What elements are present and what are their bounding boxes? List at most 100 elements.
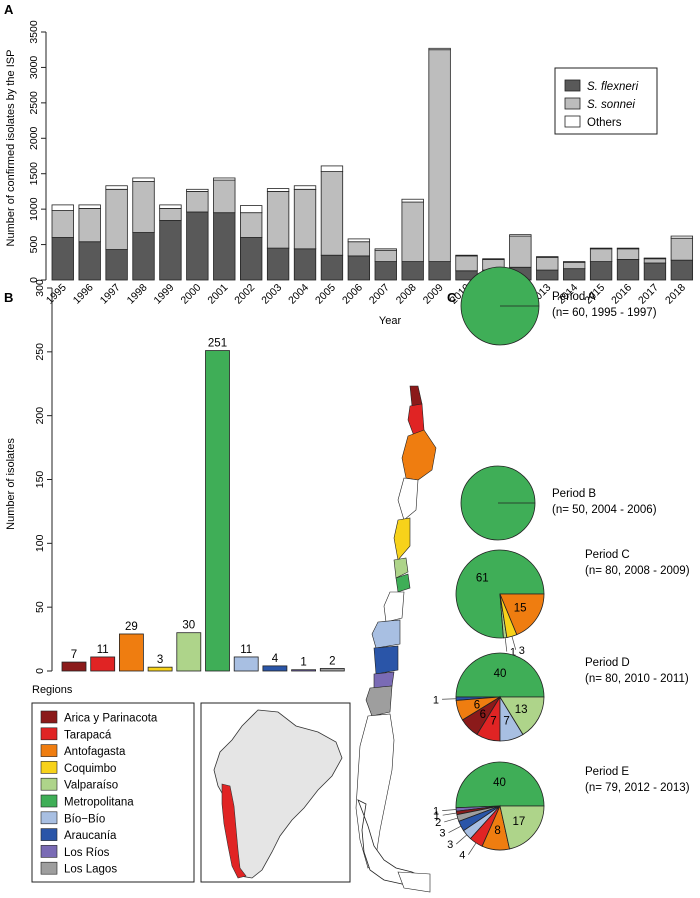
bar-s-sonnei-1997 (105, 188, 128, 250)
bar-others-2011 (482, 258, 505, 260)
bar-arica-y-parinacota (61, 661, 87, 672)
legend-label-tarapaca: Tarapacá (64, 729, 112, 741)
bar-value-bio-bio: 11 (240, 644, 252, 656)
panel-a-xtick-1995: 1995 (44, 282, 69, 307)
region-araucania (373, 645, 399, 675)
regions-title: Regions (32, 684, 73, 696)
panel-b-ylabel: Number of isolates (5, 438, 17, 530)
pie-subtitle-period-e: (n= 79, 2012 - 2013) (585, 782, 690, 794)
bar-others-2015 (589, 247, 613, 250)
panel-a-xtick-2006: 2006 (340, 282, 365, 307)
panel-label-b: B (4, 290, 13, 305)
panel-a-xtick-2009: 2009 (421, 282, 446, 307)
pie-period-d-slice-metropolitana (455, 652, 545, 698)
bar-s-flexneri-2000 (186, 211, 209, 281)
bar-s-flexneri-2002 (240, 237, 263, 281)
bar-los-rios (291, 669, 317, 672)
bar-s-flexneri-1998 (132, 232, 155, 281)
pie-period-e-slice-valparaiso-label: 17 (512, 816, 525, 828)
panel-a-xtick-2016: 2016 (609, 282, 634, 307)
pie-period-d-slice-valparaiso (499, 696, 545, 736)
bar-others-2013 (536, 256, 559, 258)
chile-highlight (221, 783, 247, 879)
bar-s-flexneri-1997 (105, 249, 128, 281)
legend-swatch-los-lagos (40, 861, 58, 875)
bar-value-arica-y-parinacota: 7 (71, 649, 77, 661)
pie-period-e-slice-bio-bio-label: 3 (447, 839, 453, 851)
pie-period-e-slice-araucania-label: 3 (439, 828, 445, 840)
pie-period-e-slice-metropolitana-label: 40 (493, 777, 506, 789)
pie-period-d-slice-araucania-label: 1 (433, 694, 439, 706)
pie-title-period-a: Period A (552, 291, 596, 303)
regions-legend: Arica y Parinacota Tarapacá Antofagasta Coq… (40, 710, 158, 876)
legend-swatch-s-flexneri (564, 79, 581, 92)
bar-others-2008 (401, 198, 424, 203)
panel-b-bars: 7 11 29 3 30 251 11 4 1 2 (61, 338, 345, 672)
legend-swatch-arica-y-parinacota (40, 710, 58, 724)
legend-label-araucania: Araucanía (64, 830, 117, 842)
bar-s-sonnei-2000 (186, 191, 209, 213)
bar-value-los-lagos: 2 (329, 655, 335, 667)
legend-label-bio-bio: Bío−Bío (64, 813, 105, 825)
bar-others-1997 (105, 185, 128, 190)
bar-s-sonnei-2014 (563, 261, 586, 270)
bar-s-sonnei-2018 (670, 237, 694, 261)
bar-others-2009 (428, 47, 451, 51)
pie-period-e-slice-bio-bio-leader (456, 834, 468, 845)
bar-others-2000 (186, 188, 209, 192)
pie-period-d-slice-antofagasta-label: 6 (474, 699, 480, 711)
bar-s-sonnei-1999 (159, 208, 182, 221)
bar-others-2005 (320, 165, 344, 172)
bar-value-valparaiso: 30 (182, 620, 195, 632)
bar-others-2004 (293, 185, 317, 190)
bar-s-flexneri-1995 (51, 237, 74, 281)
legend-swatch-bio-bio (40, 811, 58, 825)
bar-s-sonnei-2016 (616, 248, 640, 260)
region-los-lagos (365, 685, 393, 717)
legend-swatch-others (564, 115, 581, 128)
bar-s-sonnei-2005 (320, 171, 344, 256)
pie-subtitle-period-d: (n= 80, 2010 - 2011) (585, 673, 689, 685)
bar-others-1996 (78, 204, 101, 209)
bar-s-sonnei-2012 (509, 235, 532, 268)
panel-a-ytick-label: 0 (28, 277, 40, 283)
panel-a-xtick-1999: 1999 (152, 282, 177, 307)
bar-tarapaca (90, 656, 116, 672)
pie-subtitle-period-c: (n= 80, 2008 - 2009) (585, 565, 690, 577)
pie-period-e-slice-valparaiso (499, 805, 545, 850)
pie-period-c-slice-metropolitana-label: 61 (476, 573, 489, 585)
bar-s-flexneri-2013 (536, 269, 559, 281)
legend-label-los-lagos: Los Lagos (64, 864, 117, 876)
pie-period-c-slice-antofagasta (499, 593, 545, 636)
panel-b-ytick-label: 0 (34, 668, 46, 674)
panel-b-ytick-label: 100 (34, 534, 46, 552)
pie-period-c-slice-coquimbo-label: 3 (519, 645, 525, 657)
panel-a-xtick-1996: 1996 (71, 282, 96, 307)
panel-label-c: C (447, 290, 457, 305)
bar-bio-bio (233, 656, 259, 672)
bar-s-sonnei-2003 (266, 191, 290, 249)
bar-others-2012 (509, 234, 532, 237)
panel-b-axis: 0 50 100 150 200 250 300 (34, 279, 53, 674)
bar-value-los-rios: 1 (300, 657, 306, 669)
legend-label-valparaiso: Valparaíso (64, 780, 118, 792)
bar-s-sonnei-2015 (589, 248, 613, 262)
panel-a-xtick-2001: 2001 (205, 282, 230, 307)
pie-period-d-slice-arica-y-parinacota-label: 6 (480, 709, 486, 721)
bar-s-flexneri-2018 (670, 259, 694, 281)
region-arica-y-parinacota (409, 385, 423, 407)
south-america-shape (213, 709, 343, 879)
bar-value-antofagasta: 29 (125, 621, 138, 633)
chile-map (355, 385, 437, 893)
panel-a-chart: Number of confirmed isolates by the ISP … (5, 20, 694, 327)
bar-others-2002 (240, 205, 263, 214)
bar-value-tarapaca: 11 (97, 644, 109, 656)
panel-a-xtick-1998: 1998 (125, 282, 150, 307)
bar-s-sonnei-2010 (455, 255, 478, 272)
panel-a-xtick-2003: 2003 (259, 282, 284, 307)
panel-a-ytick-label: 1500 (28, 162, 40, 186)
panel-a-xtick-2002: 2002 (232, 282, 257, 307)
legend-swatch-coquimbo (40, 761, 58, 774)
bar-s-sonnei-2006 (347, 241, 371, 257)
